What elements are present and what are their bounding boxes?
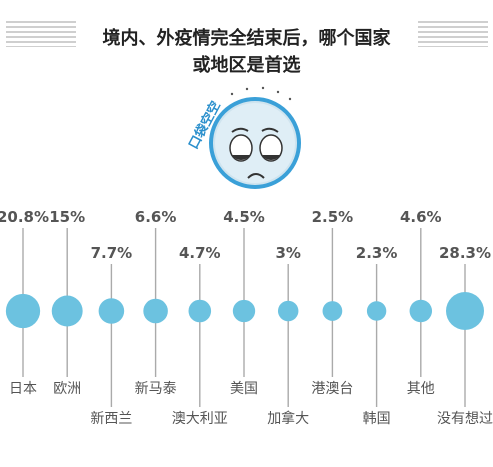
bubble-10 bbox=[446, 292, 484, 330]
category-label: 港澳台 bbox=[311, 381, 353, 397]
bubble-2 bbox=[98, 298, 125, 324]
category-label: 美国 bbox=[230, 381, 258, 397]
bubble-8 bbox=[366, 301, 387, 321]
value-label: 2.3% bbox=[356, 244, 398, 262]
value-label: 3% bbox=[275, 244, 300, 262]
left-stripes-decoration bbox=[6, 21, 76, 47]
value-label: 15% bbox=[49, 208, 85, 226]
bubble-5 bbox=[232, 299, 256, 323]
category-label: 没有想过 bbox=[437, 411, 493, 427]
category-label: 加拿大 bbox=[267, 410, 309, 427]
value-label: 4.5% bbox=[223, 208, 265, 226]
bubble-6 bbox=[277, 300, 299, 322]
category-label: 新马泰 bbox=[135, 381, 177, 397]
category-label: 日本 bbox=[9, 381, 37, 397]
value-label: 28.3% bbox=[439, 244, 491, 262]
right-stripes-decoration bbox=[418, 21, 488, 47]
bubble-0 bbox=[5, 293, 41, 329]
category-label: 新西兰 bbox=[90, 411, 132, 427]
bubble-7 bbox=[322, 301, 343, 321]
title-line-1: 境内、外疫情完全结束后，哪个国家 bbox=[102, 28, 391, 49]
value-label: 4.7% bbox=[179, 244, 221, 262]
value-label: 6.6% bbox=[135, 208, 177, 226]
bubble-3 bbox=[143, 298, 168, 324]
bubble-4 bbox=[188, 299, 212, 323]
category-label: 其他 bbox=[407, 381, 435, 397]
value-label: 2.5% bbox=[312, 208, 354, 226]
category-label: 韩国 bbox=[363, 411, 391, 427]
category-label: 欧洲 bbox=[53, 381, 81, 397]
value-label: 20.8% bbox=[0, 208, 49, 226]
value-label: 4.6% bbox=[400, 208, 442, 226]
bubble-9 bbox=[409, 299, 433, 323]
title-line-2: 或地区是首选 bbox=[192, 55, 301, 76]
bubble-1 bbox=[51, 295, 83, 327]
category-label: 澳大利亚 bbox=[172, 411, 228, 427]
value-label: 7.7% bbox=[91, 244, 133, 262]
